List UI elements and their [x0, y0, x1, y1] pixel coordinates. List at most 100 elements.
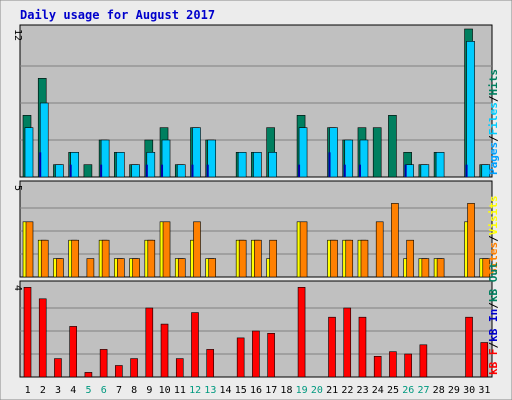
kb-f-bar: [145, 307, 154, 378]
sites-bar: [101, 239, 110, 278]
sites-bar: [299, 221, 308, 278]
x-tick-label: 15: [235, 385, 247, 396]
visits-legend: Sites/Visits: [487, 196, 500, 276]
files-bar: [405, 164, 414, 178]
kb-f-bar: [54, 358, 62, 378]
legend-text: Pages/Files/Hits: [487, 69, 500, 175]
files-bar: [131, 164, 140, 178]
pages-bar: [69, 164, 72, 177]
x-tick-label: 1: [25, 385, 31, 396]
files-bar: [237, 152, 247, 178]
sites-bar: [375, 221, 384, 278]
x-tick-label: 27: [417, 385, 429, 396]
x-tick-label: 2: [40, 385, 46, 396]
x-tick-label: 14: [220, 385, 232, 396]
kb-ymax-label: 4: [12, 285, 23, 291]
pages-bar: [145, 164, 148, 177]
kb-f-bar: [23, 286, 32, 378]
x-tick-label: 29: [448, 385, 460, 396]
sites-bar: [436, 258, 445, 278]
kb-legend: kB F/kB In/kB Out: [487, 262, 500, 375]
files-bar: [176, 164, 186, 178]
x-axis-day-labels: 1 2 3 4 5 6 7 8 9 10 11 12 13 14 15 16 17 18 19 20 21 22 23 24 2…: [25, 385, 491, 396]
legend-text: Sites/Visits: [487, 196, 500, 276]
sites-bar: [71, 239, 79, 278]
x-tick-label: 17: [265, 385, 277, 396]
files-bar: [466, 41, 475, 178]
legend-separator: /: [487, 302, 500, 309]
files-bar: [39, 102, 49, 178]
kb-f-bar: [160, 323, 169, 378]
legend-entry: Hits: [487, 69, 500, 96]
files-bar: [24, 127, 34, 178]
x-tick-label: 16: [250, 385, 262, 396]
files-bar: [192, 127, 201, 178]
hits-plot-area: [19, 24, 493, 178]
kb-f-bar: [343, 307, 352, 378]
kb-f-bar: [297, 286, 306, 378]
files-bar: [146, 152, 156, 178]
kb-bars: [23, 286, 489, 378]
pages-bar: [404, 164, 407, 177]
x-tick-label: 23: [357, 385, 369, 396]
pages-bar: [39, 152, 42, 177]
legend-entry: kB Out: [487, 262, 500, 302]
x-tick-label: 10: [159, 385, 171, 396]
kb-f-bar: [373, 355, 382, 378]
sites-bar: [25, 221, 34, 278]
hits-legend: Pages/Files/Hits: [487, 69, 500, 175]
visits-bars: [22, 203, 491, 278]
kb-f-bar: [252, 330, 260, 378]
x-tick-label: 28: [433, 385, 445, 396]
sites-bar: [269, 239, 277, 278]
x-tick-label: 25: [387, 385, 399, 396]
sites-bar: [421, 258, 430, 278]
legend-entry: kB F: [487, 349, 500, 376]
pages-bar: [343, 164, 346, 177]
kb-f-bar: [419, 344, 428, 378]
hits-bar: [388, 115, 397, 178]
sites-bar: [132, 258, 140, 278]
files-bar: [55, 164, 64, 178]
files-bar: [298, 127, 308, 178]
chart-title: Daily usage for August 2017: [20, 8, 215, 22]
hits-grid: [20, 65, 492, 141]
x-tick-label: 3: [55, 385, 61, 396]
files-bar: [420, 164, 430, 178]
hits-bar: [372, 127, 382, 178]
files-bar: [481, 164, 491, 178]
legend-text: kB F/kB In/kB Out: [487, 262, 500, 375]
kb-f-bar: [236, 337, 245, 378]
kb-f-bar: [480, 342, 489, 378]
x-tick-label: 4: [70, 385, 76, 396]
x-tick-label: 20: [311, 385, 323, 396]
files-bar: [435, 152, 445, 178]
x-tick-label: 30: [463, 385, 475, 396]
files-bar: [207, 139, 217, 178]
x-tick-label: 9: [146, 385, 152, 396]
kb-f-bar: [389, 351, 397, 378]
pages-bar: [206, 164, 209, 177]
sites-bar: [40, 239, 49, 278]
kb-f-bar: [38, 298, 47, 378]
sites-bar: [406, 239, 414, 278]
x-tick-label: 19: [296, 385, 308, 396]
sites-bar: [254, 239, 262, 278]
x-tick-label: 31: [478, 385, 490, 396]
files-bar: [70, 152, 79, 178]
kb-f-bar: [465, 316, 473, 378]
sites-bar: [86, 258, 95, 278]
legend-separator: /: [487, 95, 500, 102]
legend-separator: /: [487, 135, 500, 142]
legend-entry: Files: [487, 102, 500, 135]
x-tick-label: 13: [204, 385, 216, 396]
kb-f-bar: [404, 353, 412, 378]
x-tick-label: 12: [189, 385, 201, 396]
x-tick-label: 5: [86, 385, 92, 396]
kb-f-bar: [175, 358, 184, 378]
pages-bar: [191, 164, 194, 177]
files-bar: [253, 152, 262, 178]
files-bar: [161, 139, 171, 178]
legend-entry: Visits: [487, 196, 500, 236]
